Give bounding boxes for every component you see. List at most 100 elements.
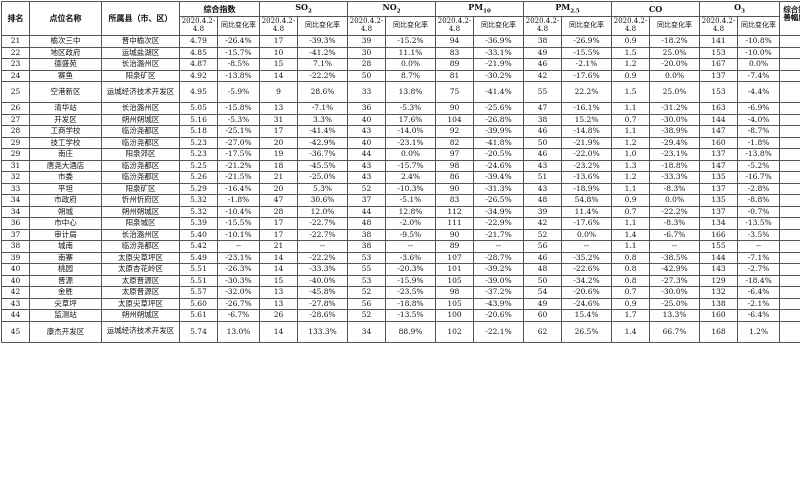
cell-o3: 138 xyxy=(700,298,738,310)
cell-so2-y: 30.6% xyxy=(298,195,348,207)
cell-pm10-y: -20.5% xyxy=(474,149,524,161)
cell-no2-y: -- xyxy=(386,241,436,253)
cell-no2: 40 xyxy=(348,137,386,149)
cell-o3: 137 xyxy=(700,183,738,195)
cell-site: 开发区 xyxy=(30,114,102,126)
cell-pm25: 49 xyxy=(524,298,562,310)
cell-so2-y: -33.3% xyxy=(298,264,348,276)
cell-rank: 34 xyxy=(2,195,30,207)
cell-no2-y: -10.3% xyxy=(386,183,436,195)
cell-so2: 47 xyxy=(260,195,298,207)
header-pm10: PM10 xyxy=(436,2,524,17)
cell-co-y: -18.8% xyxy=(650,160,700,172)
cell-o3-y: 1.2% xyxy=(738,321,780,342)
cell-r: 9 xyxy=(780,264,800,276)
cell-co: 1.4 xyxy=(612,229,650,241)
cell-r: 7 xyxy=(780,36,800,48)
cell-no2: 53 xyxy=(348,275,386,287)
cell-ci-y: -26.7% xyxy=(218,298,260,310)
cell-ci: 5.26 xyxy=(180,172,218,184)
cell-so2: 17 xyxy=(260,218,298,230)
cell-no2-y: 13.8% xyxy=(386,82,436,103)
cell-co-y: -27.3% xyxy=(650,275,700,287)
cell-rank: 22 xyxy=(2,47,30,59)
cell-r: 53 xyxy=(780,321,800,342)
cell-pm25: 56 xyxy=(524,241,562,253)
cell-o3-y: -3.5% xyxy=(738,229,780,241)
cell-co-y: -23.1% xyxy=(650,149,700,161)
cell-pm25: 48 xyxy=(524,195,562,207)
cell-ci-y: -15.5% xyxy=(218,218,260,230)
cell-co: 0.8 xyxy=(612,252,650,264)
cell-so2: 10 xyxy=(260,47,298,59)
cell-so2: 31 xyxy=(260,114,298,126)
cell-r: 46 xyxy=(780,114,800,126)
cell-ci: 5.51 xyxy=(180,264,218,276)
cell-so2-y: -22.2% xyxy=(298,70,348,82)
cell-site: 赛鱼 xyxy=(30,70,102,82)
cell-pm25-y: -14.8% xyxy=(562,126,612,138)
cell-pm25-y: -24.6% xyxy=(562,298,612,310)
cell-no2-y: 12.8% xyxy=(386,206,436,218)
cell-o3: 137 xyxy=(700,149,738,161)
cell-no2: 44 xyxy=(348,206,386,218)
header-county: 所属县（市、区） xyxy=(102,2,180,36)
cell-county: 朔州朔城区 xyxy=(102,310,180,322)
cell-pm10-y: -39.2% xyxy=(474,264,524,276)
cell-no2: 52 xyxy=(348,183,386,195)
subheader-yoy-pm25: 同比变化率 xyxy=(562,17,612,36)
cell-site: 尖草坪 xyxy=(30,298,102,310)
cell-pm25: 46 xyxy=(524,252,562,264)
cell-o3: 166 xyxy=(700,229,738,241)
cell-rank: 36 xyxy=(2,218,30,230)
cell-pm25-y: -16.1% xyxy=(562,103,612,115)
cell-co: 1.5 xyxy=(612,47,650,59)
cell-so2-y: -39.3% xyxy=(298,36,348,48)
cell-county: 太原晋源区 xyxy=(102,275,180,287)
cell-rank: 33 xyxy=(2,183,30,195)
cell-pm25: 48 xyxy=(524,264,562,276)
cell-so2: 13 xyxy=(260,298,298,310)
cell-r: 12 xyxy=(780,252,800,264)
cell-county: 临汾尧都区 xyxy=(102,137,180,149)
cell-co: 0.9 xyxy=(612,70,650,82)
cell-ci: 5.23 xyxy=(180,149,218,161)
cell-co-y: 0.0% xyxy=(650,70,700,82)
header-o3: O3 xyxy=(700,2,780,17)
cell-pm10-y: -28.7% xyxy=(474,252,524,264)
cell-pm25: 47 xyxy=(524,103,562,115)
cell-county: 忻州忻府区 xyxy=(102,195,180,207)
cell-no2-y: -14.0% xyxy=(386,126,436,138)
cell-pm25-y: 11.4% xyxy=(562,206,612,218)
cell-rank: 44 xyxy=(2,310,30,322)
cell-ci-y: -10.1% xyxy=(218,229,260,241)
cell-rank: 29 xyxy=(2,149,30,161)
cell-so2-y: -45.8% xyxy=(298,287,348,299)
cell-pm10: 97 xyxy=(436,149,474,161)
cell-pm25-y: -20.6% xyxy=(562,287,612,299)
cell-county: 长治潞州区 xyxy=(102,103,180,115)
cell-so2: 15 xyxy=(260,275,298,287)
cell-ci-y: -30.3% xyxy=(218,275,260,287)
cell-ci-y: -8.5% xyxy=(218,59,260,71)
cell-so2: 20 xyxy=(260,183,298,195)
cell-no2: 43 xyxy=(348,126,386,138)
cell-r: 6 xyxy=(780,298,800,310)
cell-o3: 132 xyxy=(700,287,738,299)
cell-site: 平坦 xyxy=(30,183,102,195)
cell-pm10-y: -31.3% xyxy=(474,183,524,195)
cell-so2-y: -27.8% xyxy=(298,298,348,310)
cell-o3-y: -5.2% xyxy=(738,160,780,172)
cell-so2: 17 xyxy=(260,36,298,48)
cell-no2-y: -5.1% xyxy=(386,195,436,207)
cell-r: 42 xyxy=(780,59,800,71)
header-rank-change: 综合指数同比改善幅度由大到小排名 xyxy=(780,2,800,36)
cell-pm25-y: 54.8% xyxy=(562,195,612,207)
cell-o3-y: -8.7% xyxy=(738,126,780,138)
cell-so2-y: -22.2% xyxy=(298,252,348,264)
